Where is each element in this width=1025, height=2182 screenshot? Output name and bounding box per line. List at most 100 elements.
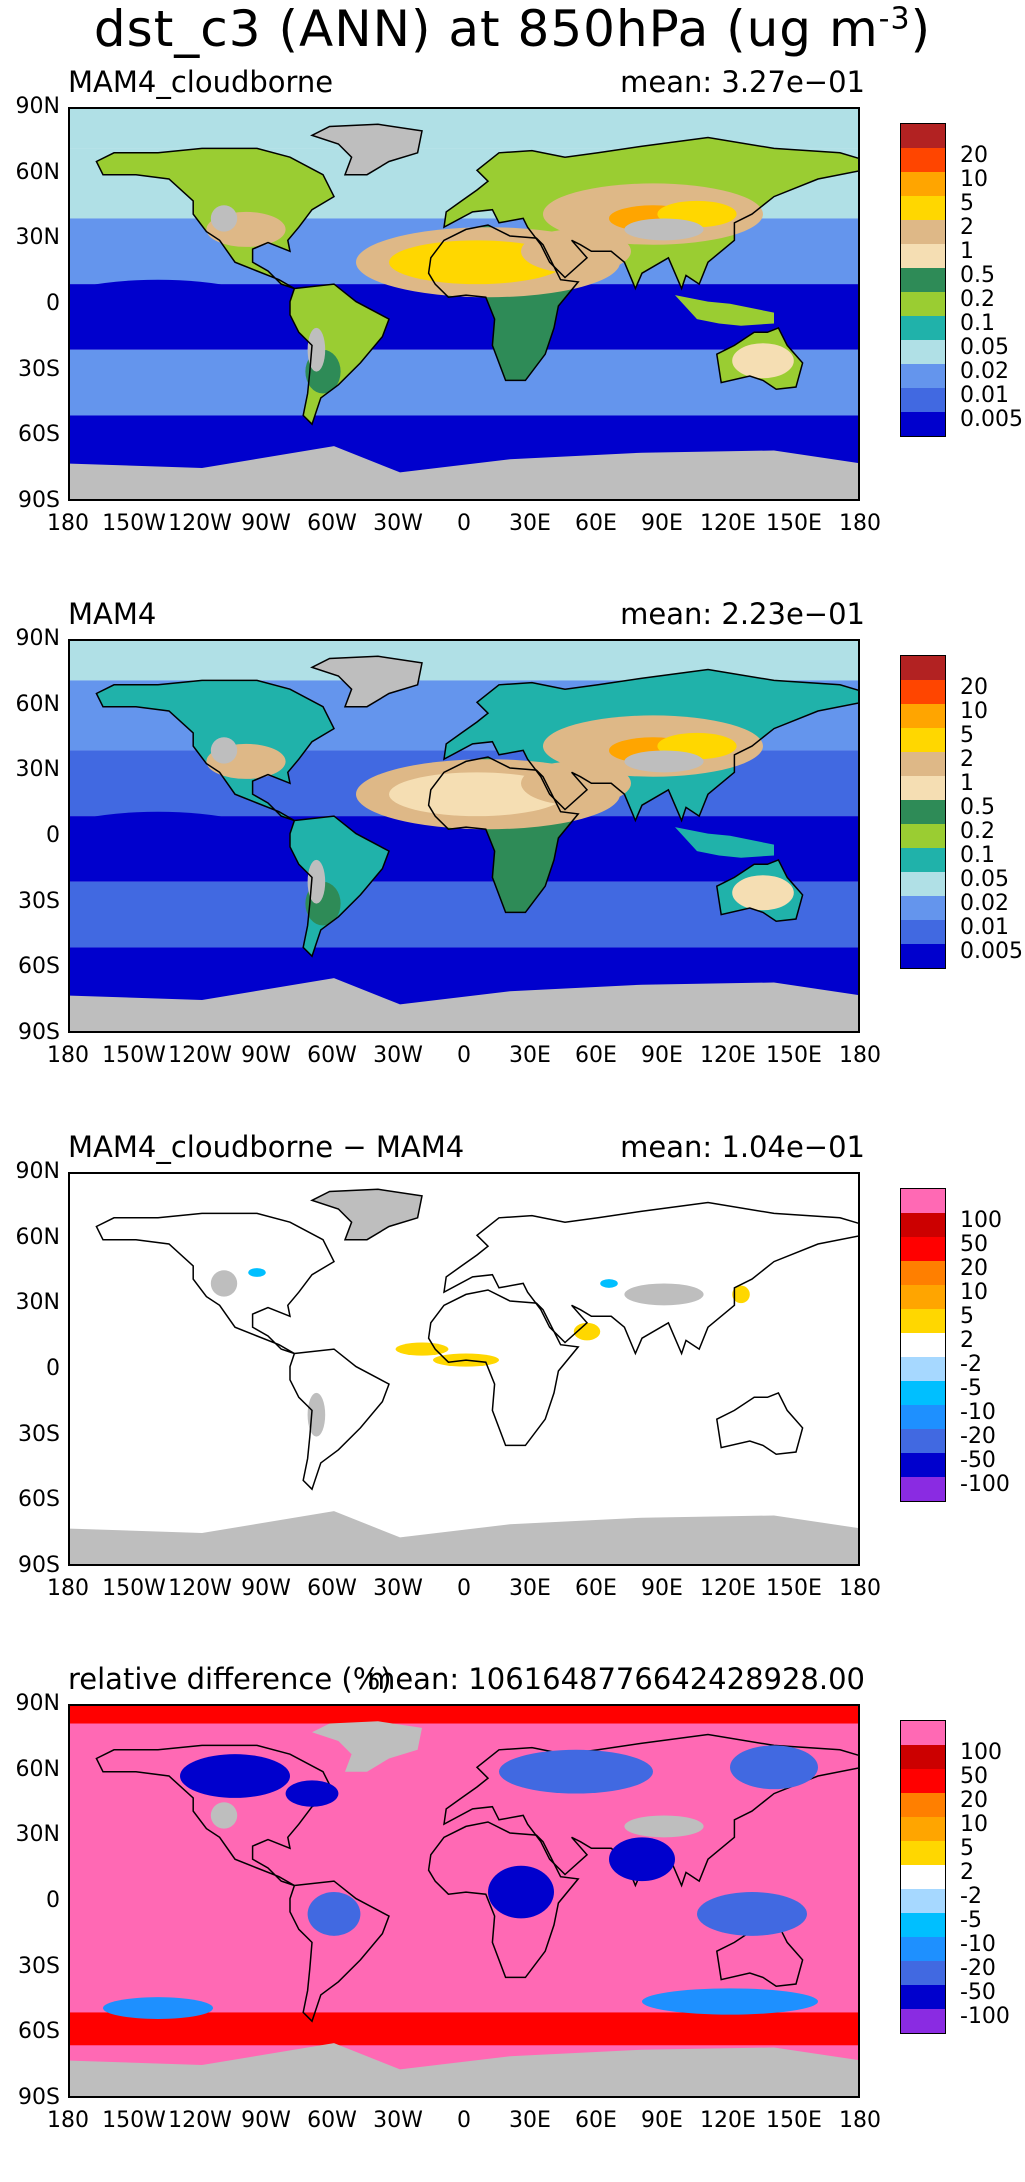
colorbar-label: -10 — [960, 1932, 996, 1957]
colorbar-swatch — [901, 1333, 945, 1357]
lat-tick-label: 30S — [18, 888, 60, 914]
colorbar-label: 5 — [960, 723, 974, 748]
lat-tick-label: 0 — [46, 1888, 60, 1913]
lon-tick-label: 30E — [509, 511, 551, 536]
colorbar-label: -5 — [960, 1908, 982, 1933]
colorbar-label: 0.2 — [960, 287, 995, 312]
lon-tick-label: 90E — [641, 1576, 683, 1601]
eurasia-outline — [443, 1201, 858, 1356]
lon-tick-label: 180 — [47, 1043, 89, 1068]
colorbar-swatch — [901, 896, 945, 920]
colorbar-label: -2 — [960, 1884, 982, 1909]
colorbar-swatch — [901, 800, 945, 824]
lon-tick-label: 150W — [102, 511, 166, 536]
colorbar: 100 50 20 10 5 2 -2 -5 -10 -20 -50 -100 — [900, 1188, 1010, 1502]
colorbar-label: 10 — [960, 167, 988, 192]
colorbar-swatch — [901, 124, 945, 148]
lon-tick-label: 30W — [373, 1043, 423, 1068]
lon-tick-label: 60W — [307, 2108, 357, 2133]
map-plot — [68, 1704, 860, 2098]
antarctica-missing — [70, 978, 858, 1031]
lon-tick-label: 60E — [575, 1576, 617, 1601]
colorbar-label: 0.02 — [960, 359, 1009, 384]
colorbar-swatch — [901, 1769, 945, 1793]
eurasia-coast — [443, 1733, 858, 1888]
panel-label: relative difference (%) — [68, 1662, 392, 1696]
colorbar-swatch — [901, 1237, 945, 1261]
atlantic-plume — [395, 1342, 449, 1356]
lon-tick-label: 120E — [700, 1043, 756, 1068]
siberia-neg — [499, 1749, 653, 1794]
lat-tick-label: 30S — [18, 356, 60, 382]
lat-tick-label: 60S — [18, 954, 60, 980]
colorbar-label: 2 — [960, 1328, 974, 1353]
panel-label: MAM4_cloudborne − MAM4 — [68, 1130, 465, 1164]
colorbar-swatch — [901, 680, 945, 704]
lon-tick-label: 90E — [641, 1043, 683, 1068]
colorbar-swatch — [901, 1381, 945, 1405]
colorbar-swatch — [901, 196, 945, 220]
lon-tick-label: 60E — [575, 1043, 617, 1068]
lon-tick-label: 180 — [47, 1576, 89, 1601]
lon-tick-label: 30W — [373, 2108, 423, 2133]
map-svg — [70, 641, 858, 1031]
colorbar-swatch — [901, 728, 945, 752]
colorbar-label: 2 — [960, 215, 974, 240]
lon-tick-label: 150E — [766, 511, 822, 536]
greenland-missing — [312, 124, 422, 175]
greenland-outline — [310, 655, 423, 708]
panel-label: MAM4 — [68, 597, 157, 631]
colorbar-swatch — [901, 1189, 945, 1213]
samerica-coast — [289, 1880, 390, 2023]
colorbar-swatch — [901, 220, 945, 244]
colorbar: 20 10 5 2 1 0.5 0.2 0.1 0.05 0.02 0.01 0.005 — [900, 123, 1023, 437]
lat-tick-label: 60S — [18, 2019, 60, 2045]
lon-tick-label: 30E — [509, 1043, 551, 1068]
andes-missing — [307, 327, 326, 372]
colorbar-swatch — [901, 1429, 945, 1453]
lat-tick-label: 90N — [15, 1159, 60, 1184]
pacific-low — [70, 811, 268, 865]
lat-tick-label: 30S — [18, 1953, 60, 1979]
lat-tick-label: 60S — [18, 422, 60, 448]
colorbar-swatch — [901, 148, 945, 172]
colorbar-label: 0.5 — [960, 795, 995, 820]
lat-tick-label: 0 — [46, 823, 60, 848]
lon-tick-label: 90W — [241, 511, 291, 536]
colorbar-swatch — [901, 776, 945, 800]
lon-tick-label: 150E — [766, 1043, 822, 1068]
colorbar-label: 10 — [960, 699, 988, 724]
lon-tick-label: 60W — [307, 1576, 357, 1601]
colorbar-swatch — [901, 1913, 945, 1937]
lat-tick-label: 30N — [15, 757, 60, 783]
australia-outline — [715, 1391, 804, 1455]
rockies-missing — [210, 1270, 238, 1297]
panel-mean: mean: 3.27e−01 — [620, 65, 865, 99]
colorbar-swatch — [901, 172, 945, 196]
lon-tick-label: 120W — [168, 1043, 232, 1068]
lon-tick-label: 30W — [373, 1576, 423, 1601]
greenland-outline — [310, 1188, 423, 1241]
lon-tick-label: 90W — [241, 2108, 291, 2133]
colorbar-swatch — [901, 752, 945, 776]
eurasia-outline — [443, 668, 858, 823]
colorbar-label: -10 — [960, 1400, 996, 1425]
labrador-neg — [285, 1780, 339, 1807]
lat-tick-label: 0 — [46, 291, 60, 316]
canada-neg — [180, 1754, 290, 1798]
rockies-missing — [210, 205, 238, 232]
lat-tick-label: 60N — [15, 1756, 60, 1782]
colorbar-swatch — [901, 1793, 945, 1817]
colorbar-swatch — [901, 1357, 945, 1381]
colorbar-label: 0.2 — [960, 819, 995, 844]
panel-label: MAM4_cloudborne — [68, 65, 334, 99]
colorbar-label: 20 — [960, 1788, 988, 1813]
amazon-neg — [307, 1892, 361, 1936]
colorbar-swatch — [901, 1285, 945, 1309]
africa-coast — [427, 1821, 580, 1979]
lon-tick-label: 0 — [457, 511, 471, 536]
title-exponent: -3 — [878, 1, 911, 37]
map-plot — [68, 107, 860, 501]
southern-red — [70, 2012, 858, 2046]
greenland-missing — [312, 656, 422, 707]
